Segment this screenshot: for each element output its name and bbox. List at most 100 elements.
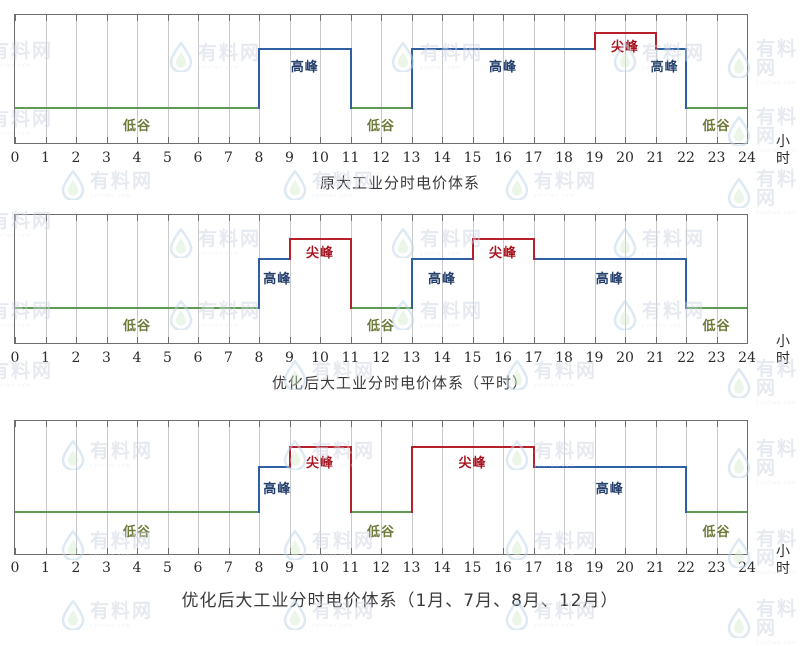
step-riser: [654, 32, 657, 50]
x-tick-label: 24: [738, 560, 756, 576]
gridline: [381, 15, 382, 143]
axis-tick: [381, 15, 382, 21]
x-tick-label: 9: [285, 350, 294, 366]
axis-tick: [106, 337, 108, 343]
axis-tick: [686, 421, 687, 427]
gridline: [167, 15, 169, 143]
axis-tick: [167, 548, 169, 554]
axis-tick: [503, 215, 504, 221]
step-segment-valley: [350, 511, 412, 513]
axis-tick: [228, 215, 230, 221]
gridline: [625, 15, 626, 143]
plot-area-3: 低谷 高峰 尖峰 低谷 尖峰 高峰 低谷: [14, 420, 748, 555]
axis-tick: [411, 337, 413, 343]
x-tick-label: 20: [616, 350, 634, 366]
gridline: [625, 421, 626, 554]
axis-tick: [503, 548, 504, 554]
axis-tick: [503, 15, 504, 21]
x-tick-label: 6: [193, 560, 203, 576]
axis-tick: [686, 215, 687, 221]
axis-tick: [259, 337, 260, 343]
axis-tick: [503, 421, 504, 427]
x-tick-label: 2: [71, 150, 81, 166]
axis-tick: [381, 421, 382, 427]
axis-tick: [625, 421, 626, 427]
axis-tick: [625, 137, 626, 143]
x-tick-label: 3: [102, 150, 111, 166]
gridline: [564, 421, 565, 554]
segment-label-valley: 低谷: [702, 319, 731, 334]
segment-label-peak: 高峰: [650, 60, 679, 75]
axis-tick: [350, 15, 352, 21]
axis-tick: [76, 421, 77, 427]
step-segment-peak: [411, 48, 595, 50]
gridline: [76, 215, 77, 343]
axis-tick: [167, 337, 169, 343]
x-tick-label: 22: [677, 560, 695, 576]
axis-tick: [564, 15, 565, 21]
axis-tick: [686, 137, 687, 143]
segment-label-peak: 高峰: [488, 60, 518, 75]
gridline: [320, 421, 321, 554]
axis-tick: [289, 421, 291, 427]
axis-tick: [45, 337, 47, 343]
axis-tick: [228, 548, 230, 554]
step-riser: [410, 258, 413, 309]
axis-tick: [533, 337, 535, 343]
axis-tick: [350, 548, 352, 554]
gridline: [289, 215, 291, 343]
page-root: 低谷 高峰 低谷 高峰 尖峰 高峰 低谷 0 1 2 3 4 5 6 7 8 9 10 11 12 13 14 15 16 1…: [0, 14, 800, 646]
watermark-subtext: youliao.com: [756, 640, 798, 646]
axis-tick: [350, 421, 352, 427]
axis-tick: [411, 215, 413, 221]
axis-tick: [503, 137, 504, 143]
axis-tick: [76, 548, 77, 554]
axis-tick: [15, 215, 16, 221]
plot-wrap-2: 低谷 高峰 尖峰 低谷 高峰 尖峰 高峰 低谷: [14, 214, 748, 344]
axis-tick: [442, 215, 443, 221]
axis-tick: [15, 337, 16, 343]
axis-tick: [106, 215, 108, 221]
x-tick-label: 23: [707, 350, 726, 366]
axis-tick: [228, 337, 230, 343]
step-riser: [685, 258, 687, 309]
step-segment-spike: [411, 446, 534, 448]
x-tick-label: 20: [616, 560, 634, 576]
step-segment-peak: [533, 258, 686, 260]
gridline: [137, 421, 138, 554]
gridline: [442, 421, 443, 554]
step-riser: [685, 48, 687, 109]
axis-tick: [259, 137, 260, 143]
step-riser: [288, 446, 291, 468]
axis-tick: [442, 337, 443, 343]
segment-label-peak: 高峰: [263, 482, 292, 497]
x-tick-label: 19: [585, 560, 604, 576]
step-segment-peak: [533, 466, 686, 468]
axis-tick: [442, 548, 443, 554]
gridline: [533, 421, 535, 554]
x-tick-label: 21: [646, 560, 665, 576]
gridline: [594, 421, 596, 554]
x-tick-label: 11: [341, 560, 360, 576]
axis-tick: [716, 15, 718, 21]
axis-tick: [625, 15, 626, 21]
axis-tick: [472, 421, 474, 427]
step-segment-valley: [15, 511, 259, 513]
chart-title-1: 原大工业分时电价体系: [319, 174, 480, 192]
axis-tick: [15, 548, 16, 554]
gridline: [228, 15, 230, 143]
step-riser: [532, 446, 535, 468]
gridline: [76, 15, 77, 143]
chart-block-2: 低谷 高峰 尖峰 低谷 高峰 尖峰 高峰 低谷 0 1 2 3 4 5 6 7 8 9 10 11 12 13 14 15 1…: [0, 200, 800, 400]
x-tick-label: 2: [71, 560, 81, 576]
gridline: [45, 215, 47, 343]
axis-tick: [259, 215, 260, 221]
segment-label-peak: 高峰: [427, 272, 457, 287]
axis-tick: [320, 15, 321, 21]
x-tick-label: 7: [224, 150, 233, 166]
x-tick-label: 15: [463, 560, 482, 576]
axis-tick: [15, 421, 16, 427]
x-tick-label: 18: [555, 150, 573, 166]
x-tick-label: 7: [224, 560, 233, 576]
axis-tick: [289, 548, 291, 554]
